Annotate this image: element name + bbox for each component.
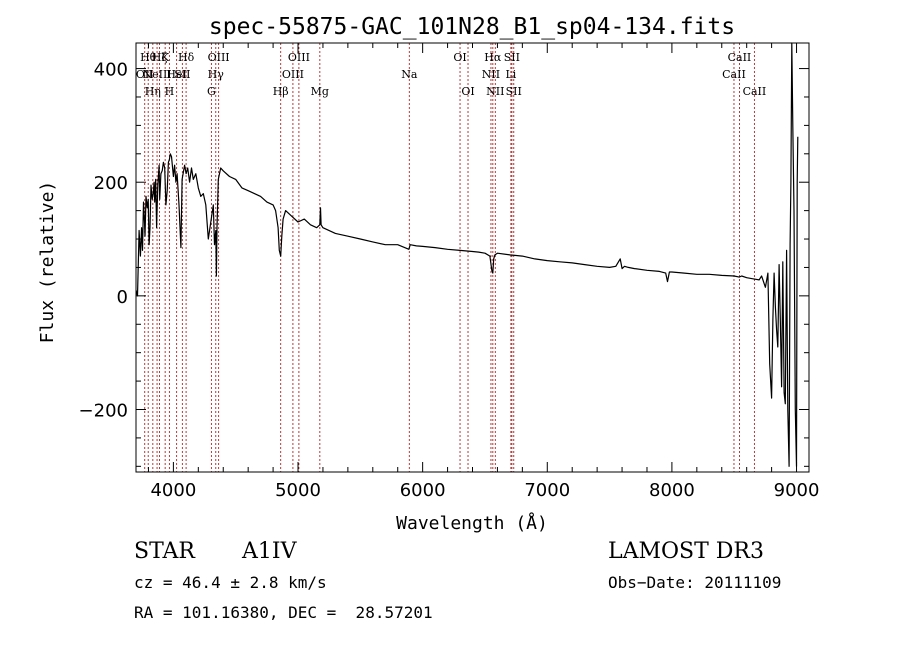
line-marker-label: NII bbox=[486, 85, 504, 98]
x-axis-label: Wavelength (Å) bbox=[396, 512, 548, 534]
line-marker-label: Hα bbox=[484, 51, 502, 64]
line-marker-label: Mg bbox=[311, 85, 329, 98]
line-marker-label: Hγ bbox=[208, 68, 225, 81]
line-marker-label: SII bbox=[174, 68, 190, 81]
y-axis-label: Flux (relative) bbox=[37, 181, 58, 344]
line-markers bbox=[144, 43, 755, 472]
x-tick-label: 4000 bbox=[150, 480, 196, 501]
line-marker-labels: OIIHθHηNeIIIHζKHHeISIIHδGHγOIIIHβOIIIOII… bbox=[136, 51, 766, 98]
x-tick-label: 5000 bbox=[275, 480, 321, 501]
x-tick-label: 9000 bbox=[774, 480, 820, 501]
object-class: STAR bbox=[134, 539, 195, 564]
line-marker-label: H bbox=[165, 85, 175, 98]
line-marker-label: SII bbox=[504, 51, 520, 64]
line-marker-label: NeIII bbox=[142, 68, 171, 81]
chart-title: spec-55875-GAC_101N28_B1_sp04-134.fits bbox=[209, 14, 735, 40]
line-marker-label: Na bbox=[401, 68, 418, 81]
line-marker-label: HeI bbox=[166, 68, 186, 81]
plot-frame bbox=[135, 42, 810, 473]
x-tick-label: 6000 bbox=[400, 480, 446, 501]
line-marker-label: G bbox=[207, 85, 216, 98]
line-marker-label: OIII bbox=[282, 68, 304, 81]
line-marker-label: CaII bbox=[722, 68, 746, 81]
line-marker-label: Hδ bbox=[178, 51, 195, 64]
line-marker-label: Hθ bbox=[140, 51, 157, 64]
line-marker-label: NII bbox=[482, 68, 500, 81]
obs-date: Obs−Date: 20111109 bbox=[608, 573, 782, 592]
y-tick-label: 200 bbox=[94, 173, 128, 194]
survey-name: LAMOST DR3 bbox=[608, 539, 764, 564]
line-marker-label: OI bbox=[461, 85, 474, 98]
line-marker-label: OI bbox=[453, 51, 466, 64]
y-tick-label: 400 bbox=[94, 60, 128, 81]
line-marker-label: Hζ bbox=[152, 51, 168, 64]
object-subclass: A1IV bbox=[242, 539, 297, 564]
line-marker-label: Hβ bbox=[273, 85, 289, 98]
x-tick-labels: 4000 5000 6000 7000 8000 9000 bbox=[150, 480, 819, 501]
y-tick-label: 0 bbox=[117, 287, 128, 308]
line-marker-label: K bbox=[161, 51, 170, 64]
spectrum-line bbox=[135, 42, 799, 467]
x-tick-label: 7000 bbox=[524, 480, 570, 501]
x-tick-label: 8000 bbox=[649, 480, 695, 501]
line-marker-label: CaII bbox=[743, 85, 767, 98]
y-tick-label: −200 bbox=[79, 400, 128, 421]
redshift-cz: cz = 46.4 ± 2.8 km/s bbox=[134, 573, 327, 592]
line-marker-label: OII bbox=[136, 68, 154, 81]
axis-ticks bbox=[136, 43, 809, 472]
line-marker-label: SII bbox=[506, 85, 522, 98]
line-marker-label: OIII bbox=[288, 51, 310, 64]
line-marker-label: Hη bbox=[145, 85, 161, 98]
line-marker-label: CaII bbox=[728, 51, 752, 64]
ra-dec-coordinates: RA = 101.16380, DEC = 28.57201 bbox=[134, 603, 433, 622]
y-tick-labels: −200 0 200 400 bbox=[79, 60, 128, 422]
line-marker-label: OIII bbox=[208, 51, 230, 64]
line-marker-label: Li bbox=[505, 68, 516, 81]
